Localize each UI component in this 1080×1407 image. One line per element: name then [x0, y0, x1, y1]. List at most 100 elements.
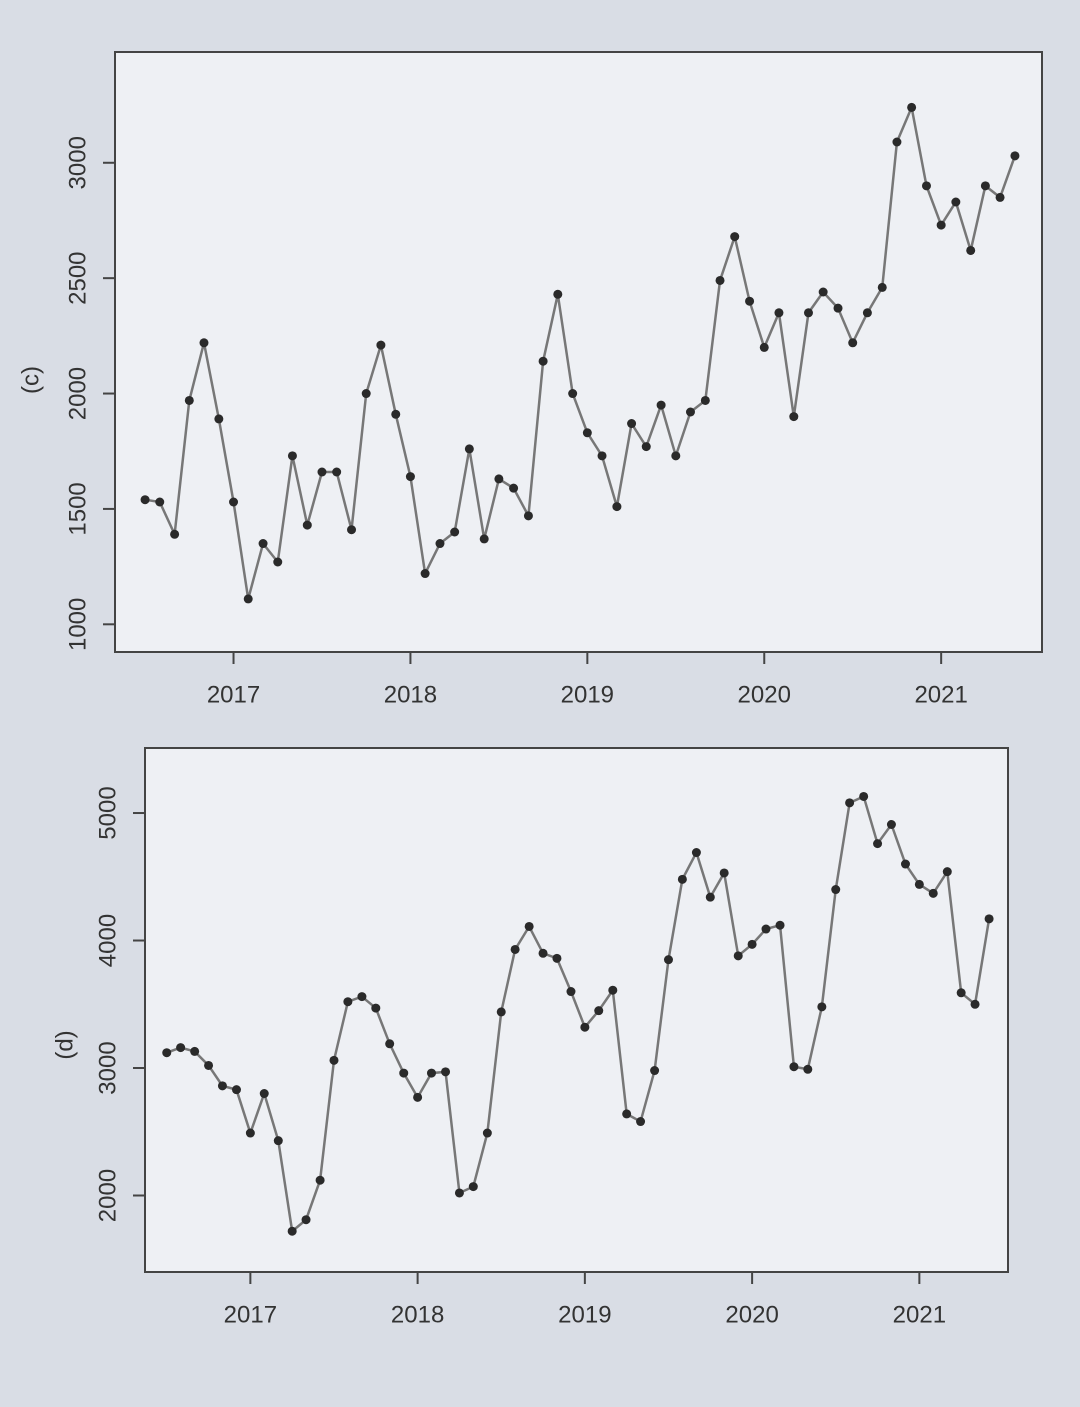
point	[848, 338, 858, 348]
point	[685, 407, 695, 417]
line-series	[144, 103, 1017, 600]
point	[656, 400, 666, 410]
panel-label: (c)	[17, 366, 44, 394]
point	[287, 451, 297, 461]
point	[612, 502, 622, 512]
point	[450, 527, 460, 537]
x-tick-label: 2019	[558, 1301, 611, 1328]
point	[936, 220, 946, 230]
point	[650, 1066, 660, 1076]
point	[719, 868, 729, 878]
point	[538, 948, 548, 958]
point	[907, 102, 917, 112]
x-tick-label: 2021	[893, 1301, 946, 1328]
point	[184, 395, 194, 405]
point	[789, 412, 799, 422]
point	[190, 1046, 200, 1056]
y-tick-label: 3000	[64, 136, 91, 189]
point	[243, 594, 253, 604]
point	[597, 451, 607, 461]
point	[496, 1007, 506, 1017]
point	[204, 1060, 214, 1070]
point	[468, 1182, 478, 1192]
point	[877, 282, 887, 292]
x-tick-label: 2021	[914, 681, 967, 708]
point	[747, 939, 757, 949]
x-tick-label: 2019	[561, 681, 614, 708]
point	[580, 1022, 590, 1032]
point	[371, 1003, 381, 1013]
point	[568, 389, 578, 399]
point	[479, 534, 489, 544]
point	[942, 867, 952, 877]
y-tick-label: 2000	[64, 367, 91, 420]
point	[510, 944, 520, 954]
point	[343, 997, 353, 1007]
point	[199, 338, 209, 348]
point	[347, 525, 357, 535]
point	[833, 303, 843, 313]
y-tick-label: 4000	[94, 914, 121, 967]
point	[509, 483, 519, 493]
point	[538, 356, 548, 366]
point	[420, 569, 430, 579]
point	[608, 985, 618, 995]
point	[176, 1043, 186, 1053]
point	[803, 308, 813, 318]
point	[245, 1128, 255, 1138]
point	[357, 992, 367, 1002]
point	[984, 914, 994, 924]
point	[494, 474, 504, 484]
point	[700, 395, 710, 405]
point	[553, 289, 563, 299]
point	[928, 888, 938, 898]
point	[966, 245, 976, 255]
point	[818, 287, 828, 297]
point	[671, 451, 681, 461]
point	[217, 1081, 227, 1091]
point	[705, 892, 715, 902]
point	[385, 1039, 395, 1049]
point	[622, 1109, 632, 1119]
point	[803, 1064, 813, 1074]
x-tick-label: 2017	[207, 681, 260, 708]
plot-area	[144, 747, 1009, 1273]
point	[921, 181, 931, 191]
x-tick-label: 2018	[391, 1301, 444, 1328]
y-tick-label: 1000	[64, 598, 91, 651]
y-tick-label: 3000	[94, 1041, 121, 1094]
point	[817, 1002, 827, 1012]
point	[426, 1068, 436, 1078]
point	[677, 874, 687, 884]
x-tick-label: 2020	[738, 681, 791, 708]
point	[831, 885, 841, 895]
point	[775, 920, 785, 930]
y-tick-label: 2000	[94, 1169, 121, 1222]
point	[733, 951, 743, 961]
y-tick-label: 1500	[64, 482, 91, 535]
point	[214, 414, 224, 424]
y-tick-label: 5000	[94, 786, 121, 839]
point	[405, 472, 415, 482]
point	[789, 1062, 799, 1072]
point	[258, 539, 268, 549]
x-tick-label: 2018	[384, 681, 437, 708]
point	[845, 798, 855, 808]
point	[524, 921, 534, 931]
point	[691, 848, 701, 858]
point	[391, 409, 401, 419]
point	[774, 308, 784, 318]
point	[594, 1006, 604, 1016]
y-tick-label: 2500	[64, 251, 91, 304]
point	[162, 1048, 172, 1058]
point	[435, 539, 445, 549]
point	[376, 340, 386, 350]
point	[413, 1092, 423, 1102]
point	[566, 987, 576, 997]
point	[315, 1175, 325, 1185]
point	[900, 859, 910, 869]
point	[170, 529, 180, 539]
point	[641, 442, 651, 452]
point	[454, 1188, 464, 1198]
point	[329, 1055, 339, 1065]
